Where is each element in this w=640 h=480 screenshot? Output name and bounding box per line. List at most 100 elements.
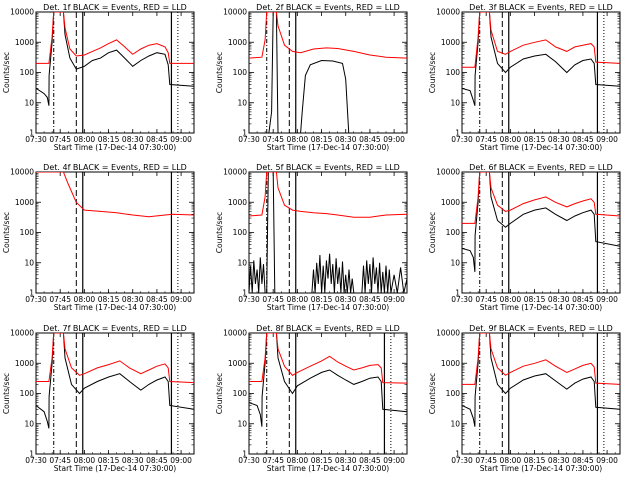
x-tick-label: 07:30 xyxy=(238,135,260,144)
lld-line xyxy=(36,12,194,64)
y-tick-label: 10 xyxy=(450,98,460,107)
panel-8: Det. 8f BLACK = Events, RED = LLD 1 10 100 1… xyxy=(215,324,408,473)
y-axis-label: Counts/sec xyxy=(2,373,11,414)
y-tick-label: 10000 xyxy=(436,168,460,177)
x-axis-label: Start Time (17-Dec-14 07:30:00) xyxy=(54,464,176,473)
x-tick-label: 08:00 xyxy=(500,456,522,465)
x-tick-label: 07:45 xyxy=(49,456,71,465)
y-tick-label: 1000 xyxy=(441,38,460,47)
x-tick-label: 09:00 xyxy=(596,456,618,465)
x-tick-label: 07:45 xyxy=(475,135,497,144)
y-tick-label: 10000 xyxy=(223,168,247,177)
x-tick-label: 07:45 xyxy=(475,456,497,465)
x-tick-label: 07:30 xyxy=(238,456,260,465)
events-line xyxy=(462,12,620,106)
events-line xyxy=(462,333,620,427)
panel-6: Det. 6f BLACK = Events, RED = LLD 1 10 100 1… xyxy=(428,163,621,312)
x-tick-label: 07:30 xyxy=(451,295,473,304)
x-tick-label: 08:00 xyxy=(74,456,96,465)
x-tick-label: 08:45 xyxy=(146,295,168,304)
y-tick-label: 1000 xyxy=(441,359,460,368)
x-axis-label: Start Time (17-Dec-14 07:30:00) xyxy=(267,303,389,312)
x-tick-label: 08:45 xyxy=(359,295,381,304)
y-tick-label: 1000 xyxy=(228,359,247,368)
lld-line xyxy=(249,172,407,218)
x-tick-label: 07:45 xyxy=(262,135,284,144)
y-tick-label: 1 xyxy=(242,289,247,298)
y-tick-label: 10000 xyxy=(436,329,460,338)
y-tick-label: 1 xyxy=(29,289,34,298)
x-axis-label: Start Time (17-Dec-14 07:30:00) xyxy=(480,303,602,312)
panel-5: Det. 5f BLACK = Events, RED = LLD 1 10 100 1… xyxy=(215,163,408,312)
plot-frame xyxy=(461,11,621,134)
x-tick-label: 09:00 xyxy=(383,295,405,304)
y-axis-label: Counts/sec xyxy=(428,212,437,253)
x-tick-label: 08:45 xyxy=(359,135,381,144)
y-tick-label: 1000 xyxy=(15,359,34,368)
x-tick-label: 08:30 xyxy=(122,456,144,465)
y-tick-label: 100 xyxy=(20,68,35,77)
y-tick-label: 1000 xyxy=(228,198,247,207)
x-tick-label: 08:15 xyxy=(311,135,333,144)
events-line xyxy=(268,12,350,133)
y-tick-label: 10000 xyxy=(436,8,460,17)
x-tick-label: 08:30 xyxy=(548,295,570,304)
events-line xyxy=(36,333,194,429)
panel-title: Det. 6f BLACK = Events, RED = LLD xyxy=(469,163,613,172)
panel-1: Det. 1f BLACK = Events, RED = LLD 1 10 100 1… xyxy=(2,3,195,152)
x-tick-label: 07:30 xyxy=(25,295,47,304)
x-tick-label: 09:00 xyxy=(170,135,192,144)
x-tick-label: 07:45 xyxy=(262,295,284,304)
x-tick-label: 08:15 xyxy=(524,456,546,465)
x-axis-label: Start Time (17-Dec-14 07:30:00) xyxy=(54,143,176,152)
x-tick-label: 09:00 xyxy=(170,456,192,465)
events-line xyxy=(462,172,620,272)
x-tick-label: 08:00 xyxy=(74,135,96,144)
y-tick-label: 10000 xyxy=(10,8,34,17)
x-tick-label: 08:15 xyxy=(98,295,120,304)
y-tick-label: 1000 xyxy=(15,38,34,47)
events-line xyxy=(249,333,407,427)
y-tick-label: 10 xyxy=(237,98,247,107)
y-tick-label: 10 xyxy=(24,419,34,428)
y-tick-label: 1 xyxy=(455,450,460,459)
x-tick-label: 07:30 xyxy=(238,295,260,304)
x-tick-label: 08:00 xyxy=(287,456,309,465)
x-tick-label: 08:00 xyxy=(287,295,309,304)
panel-9: Det. 9f BLACK = Events, RED = LLD 1 10 100 1… xyxy=(428,324,621,473)
y-tick-label: 1 xyxy=(29,129,34,138)
panel-title: Det. 2f BLACK = Events, RED = LLD xyxy=(256,3,400,12)
y-tick-label: 100 xyxy=(20,389,35,398)
y-tick-label: 100 xyxy=(233,68,248,77)
plot-frame xyxy=(248,332,408,455)
y-tick-label: 10 xyxy=(24,258,34,267)
y-tick-label: 100 xyxy=(20,228,35,237)
x-tick-label: 09:00 xyxy=(596,135,618,144)
x-tick-label: 09:00 xyxy=(596,295,618,304)
x-tick-label: 07:30 xyxy=(451,135,473,144)
panel-7: Det. 7f BLACK = Events, RED = LLD 1 10 100 1… xyxy=(2,324,195,473)
x-tick-label: 07:45 xyxy=(262,456,284,465)
y-tick-label: 10 xyxy=(237,258,247,267)
y-axis-label: Counts/sec xyxy=(428,52,437,93)
y-tick-label: 1 xyxy=(455,289,460,298)
x-tick-label: 08:45 xyxy=(572,135,594,144)
plot-frame xyxy=(461,332,621,455)
y-axis-label: Counts/sec xyxy=(2,52,11,93)
x-tick-label: 08:15 xyxy=(311,295,333,304)
panel-4: Det. 4f BLACK = Events, RED = LLD 1 10 100 1… xyxy=(2,163,195,312)
panel-title: Det. 3f BLACK = Events, RED = LLD xyxy=(469,3,613,12)
panel-title: Det. 8f BLACK = Events, RED = LLD xyxy=(256,324,400,333)
x-tick-label: 08:15 xyxy=(524,295,546,304)
y-tick-label: 10000 xyxy=(223,329,247,338)
y-tick-label: 1000 xyxy=(441,198,460,207)
plot-frame xyxy=(35,332,195,455)
y-tick-label: 100 xyxy=(233,389,248,398)
y-axis-label: Counts/sec xyxy=(215,52,224,93)
lld-line xyxy=(462,12,620,68)
y-tick-label: 100 xyxy=(233,228,248,237)
panel-title: Det. 1f BLACK = Events, RED = LLD xyxy=(43,3,187,12)
x-tick-label: 08:15 xyxy=(98,135,120,144)
y-tick-label: 1 xyxy=(29,450,34,459)
y-axis-label: Counts/sec xyxy=(428,373,437,414)
